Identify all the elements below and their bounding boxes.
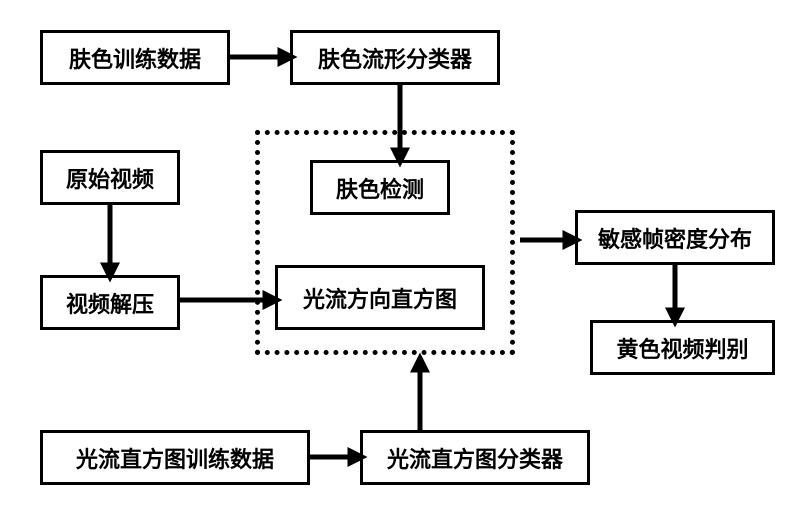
node-label: 肤色流形分类器 (318, 42, 472, 74)
node-label: 光流方向直方图 (303, 282, 457, 314)
node-video-decode: 视频解压 (40, 275, 180, 330)
node-label: 敏感帧密度分布 (598, 222, 752, 254)
node-optflow-classifier: 光流直方图分类器 (360, 430, 590, 485)
node-label: 光流直方图分类器 (387, 442, 563, 474)
node-raw-video: 原始视频 (40, 150, 180, 205)
node-yellow-video: 黄色视频判别 (590, 320, 775, 375)
diagram-canvas: 肤色训练数据 肤色流形分类器 原始视频 视频解压 肤色检测 光流方向直方图 敏感… (0, 0, 800, 530)
node-sensitive-density: 敏感帧密度分布 (575, 210, 775, 265)
node-label: 原始视频 (66, 162, 154, 194)
node-optflow-hist: 光流方向直方图 (275, 265, 485, 330)
node-label: 光流直方图训练数据 (76, 442, 274, 474)
node-optflow-train-data: 光流直方图训练数据 (40, 430, 310, 485)
node-label: 视频解压 (66, 287, 154, 319)
node-label: 黄色视频判别 (616, 332, 748, 364)
node-skin-detect: 肤色检测 (310, 160, 450, 215)
node-label: 肤色检测 (336, 172, 424, 204)
node-skin-training-data: 肤色训练数据 (40, 30, 230, 85)
node-label: 肤色训练数据 (69, 42, 201, 74)
node-skin-classifier: 肤色流形分类器 (290, 30, 500, 85)
